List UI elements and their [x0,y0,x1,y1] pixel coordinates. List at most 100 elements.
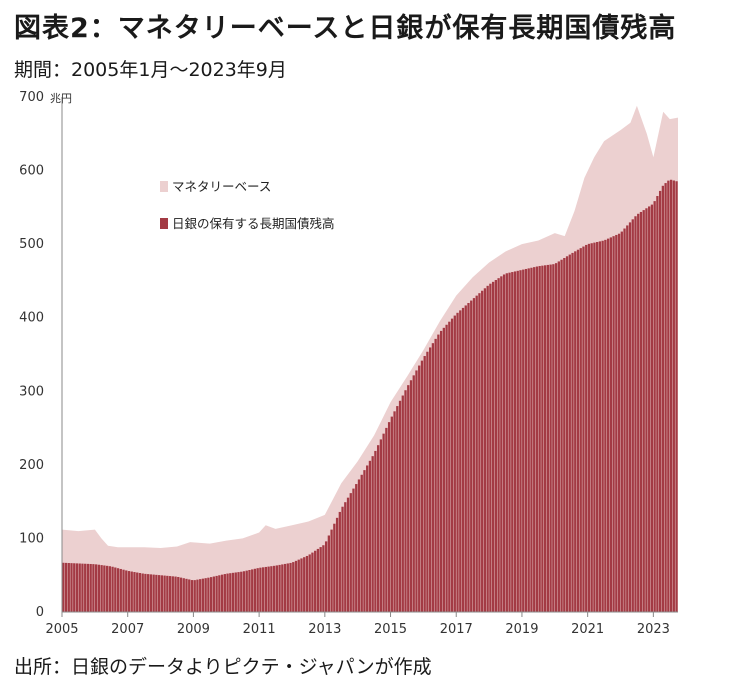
jgb-bar [426,351,429,612]
x-tick-label: 2013 [308,622,341,637]
jgb-bar [229,573,232,612]
jgb-bar [478,293,481,612]
axes-group: 0 100 200 300 400 500 600 700 兆円 2005 2007 2009 2011… [19,90,678,637]
jgb-bar [286,563,289,612]
jgb-bar [407,385,410,612]
legend-label-1: マネタリーベース [172,179,271,194]
jgb-bar [125,570,128,612]
jgb-bars-group [62,179,678,613]
jgb-bar [141,573,144,612]
jgb-bar [650,204,654,612]
jgb-bar [352,488,355,612]
jgb-bar [209,577,213,612]
jgb-bar [546,264,550,612]
jgb-bar [119,568,122,612]
legend-label-2: 日銀の保有する長期国債残高 [172,216,335,231]
jgb-bar [527,268,530,612]
jgb-bar [363,470,366,612]
jgb-bar [160,575,163,612]
jgb-bar [366,465,369,612]
jgb-bar [604,239,607,612]
jgb-bar [423,356,426,612]
jgb-bar [620,231,623,612]
jgb-bar [393,411,396,612]
jgb-bar [481,290,484,612]
jgb-bar [409,380,413,612]
jgb-bar [582,246,585,612]
jgb-bar [669,179,673,612]
jgb-bar [166,575,169,612]
x-tick-label: 2015 [374,622,407,637]
jgb-bar [672,180,675,612]
jgb-bar [461,307,465,612]
jgb-bar [234,572,237,612]
jgb-bar [105,565,109,612]
jgb-bar [494,280,498,612]
jgb-bar [642,210,645,612]
jgb-bar [601,240,604,612]
jgb-bar [404,390,407,612]
jgb-bar [360,474,363,612]
jgb-bar [322,545,325,612]
jgb-bar [442,327,445,612]
jgb-bar [467,303,470,612]
jgb-bar [103,565,106,612]
jgb-bar [453,315,456,612]
jgb-bar [253,568,257,612]
jgb-bar [177,576,180,612]
jgb-bar [596,242,599,612]
jgb-bar [89,563,92,612]
legend-swatch-1 [160,181,168,192]
jgb-bar [522,269,525,612]
jgb-bar [245,570,248,612]
jgb-bar [606,238,610,613]
jgb-bar [434,338,437,612]
jgb-bar [179,577,183,612]
jgb-bar [81,563,84,612]
jgb-bar [316,548,320,612]
jgb-bar [338,511,341,612]
jgb-bar [587,243,591,612]
jgb-bar [275,565,278,612]
jgb-bar [401,395,404,612]
jgb-bar [574,251,577,612]
x-tick-label: 2021 [571,622,604,637]
jgb-bar [171,576,174,612]
jgb-bar [259,567,262,612]
jgb-bar [420,360,424,612]
y-tick-label: 0 [36,605,44,620]
jgb-bar [598,241,602,612]
jgb-bar [319,547,322,612]
jgb-bar [223,574,226,612]
jgb-bar [631,219,634,612]
jgb-bar [667,180,670,612]
jgb-bar [544,265,547,612]
chart-period: 期間：2005年1月～2023年9月 [14,59,287,81]
jgb-bar [568,254,571,612]
jgb-bar [272,565,276,612]
jgb-bar [283,563,287,612]
jgb-bar [590,243,593,612]
jgb-bar [585,244,588,612]
jgb-bar [554,263,558,612]
jgb-bar [382,433,385,612]
x-tick-label: 2023 [637,622,670,637]
jgb-bar [196,579,199,612]
jgb-bar [387,422,391,612]
jgb-bar [431,343,435,612]
jgb-bar [333,523,336,612]
jgb-bar [207,577,210,612]
jgb-bar [418,365,421,612]
jgb-bar [303,557,306,612]
jgb-bar [346,497,350,612]
jgb-bar [653,201,656,612]
jgb-bar [111,566,114,612]
jgb-bar [226,573,229,612]
jgb-bar [100,565,103,612]
jgb-bar [390,416,393,612]
jgb-bar [133,572,136,612]
jgb-bar [571,252,574,612]
jgb-bar [639,211,643,612]
jgb-bar [199,579,202,612]
